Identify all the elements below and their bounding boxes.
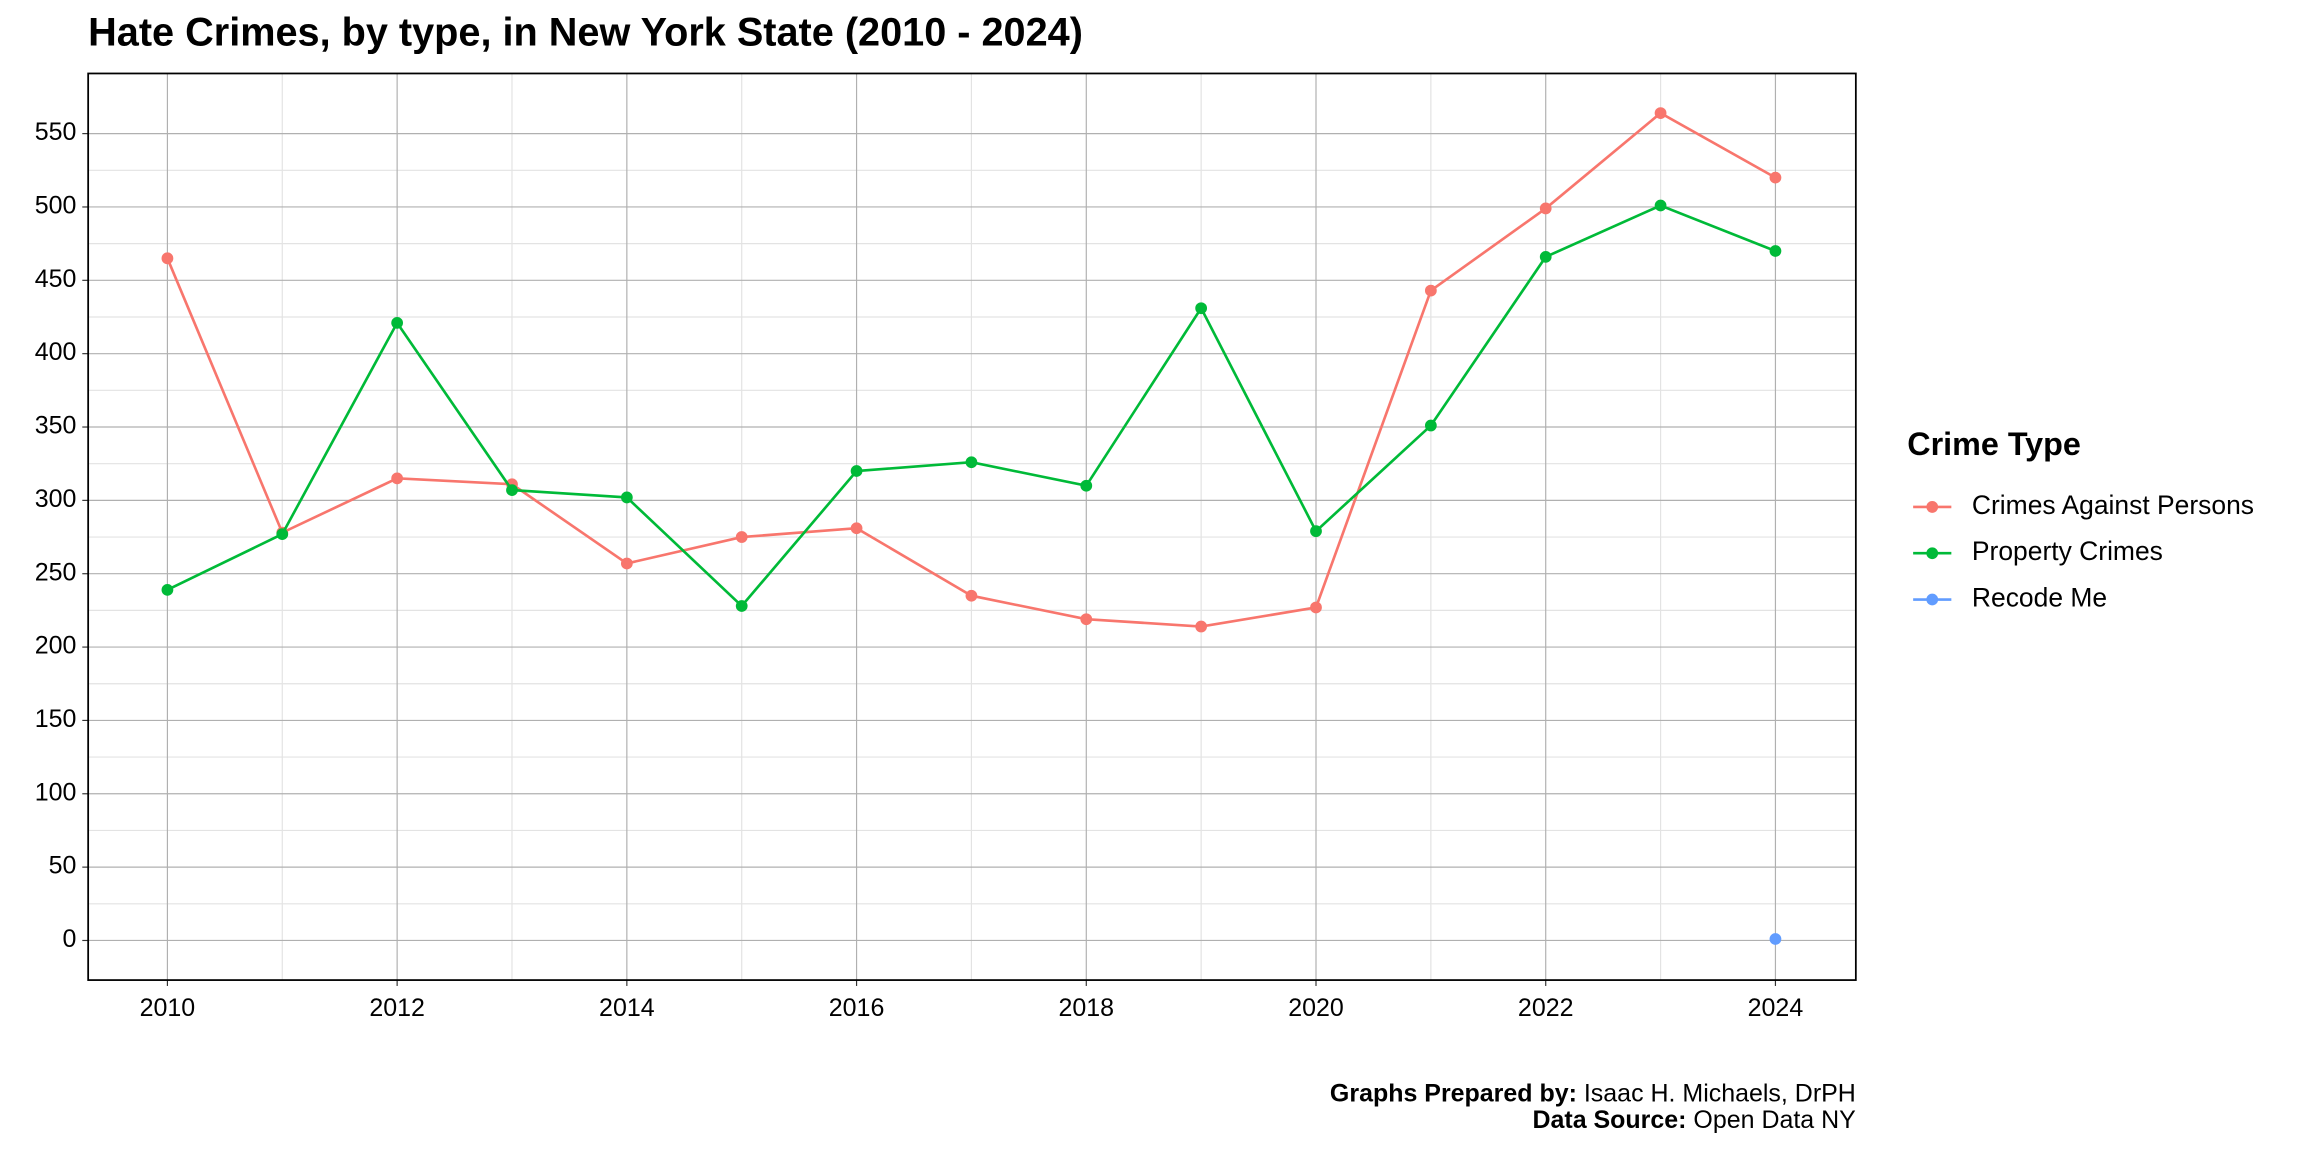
plot-border	[87, 72, 1857, 981]
y-tick-label: 450	[35, 265, 77, 293]
legend-key-point	[1926, 547, 1939, 560]
data-point	[1195, 302, 1208, 315]
data-point	[1539, 250, 1552, 263]
y-tick-label: 550	[35, 118, 77, 146]
y-tick-label: 50	[49, 852, 77, 880]
y-tick-label: 350	[35, 412, 77, 440]
data-point	[735, 531, 748, 543]
data-point	[1769, 245, 1782, 257]
y-tick-label: 250	[35, 558, 77, 586]
data-point	[1310, 601, 1322, 614]
data-point	[1769, 171, 1782, 184]
data-point	[1654, 107, 1667, 119]
x-tick-label: 2012	[369, 994, 425, 1022]
data-point	[1080, 479, 1093, 492]
x-tick-label: 2010	[140, 994, 196, 1022]
data-point	[620, 557, 633, 570]
legend-label: Recode Me	[1972, 582, 2107, 612]
y-tick-label: 0	[63, 925, 77, 953]
legend-label: Property Crimes	[1972, 536, 2163, 566]
legend-key-point	[1926, 501, 1939, 513]
legend-key-point	[1926, 593, 1939, 606]
x-tick-label: 2024	[1748, 994, 1804, 1022]
caption: Graphs Prepared by: Isaac H. Michaels, D…	[1330, 1079, 1856, 1107]
x-tick-label: 2020	[1288, 994, 1344, 1022]
data-point	[161, 252, 174, 265]
data-point	[735, 600, 748, 612]
data-point	[965, 589, 978, 602]
caption-label: Data Source:	[1532, 1106, 1686, 1134]
data-point	[1195, 620, 1208, 633]
x-tick-label: 2018	[1059, 994, 1115, 1022]
chart-title: Hate Crimes, by type, in New York State …	[88, 11, 1083, 55]
caption-text: Isaac H. Michaels, DrPH	[1584, 1079, 1856, 1107]
x-tick-label: 2014	[599, 994, 655, 1022]
x-tick-label: 2022	[1518, 994, 1574, 1022]
y-tick-label: 400	[35, 338, 77, 366]
y-tick-label: 150	[35, 705, 77, 733]
caption-text: Open Data NY	[1693, 1106, 1856, 1134]
data-point	[276, 528, 289, 540]
legend-title: Crime Type	[1907, 426, 2081, 462]
data-point	[1080, 613, 1093, 626]
y-tick-label: 300	[35, 485, 77, 513]
data-point	[1424, 419, 1437, 432]
data-point	[1539, 202, 1552, 215]
data-point	[850, 465, 863, 477]
y-tick-label: 200	[35, 632, 77, 660]
legend-label: Crimes Against Persons	[1972, 490, 2254, 520]
data-point	[506, 484, 518, 496]
data-point	[965, 456, 978, 469]
data-point	[1424, 284, 1437, 297]
caption-label: Graphs Prepared by:	[1330, 1079, 1577, 1107]
data-point	[1654, 199, 1667, 212]
data-point	[391, 316, 404, 329]
y-tick-label: 500	[35, 192, 77, 220]
data-point	[850, 522, 863, 535]
data-point	[391, 472, 404, 485]
data-point	[161, 583, 174, 596]
x-tick-label: 2016	[829, 994, 885, 1022]
caption: Data Source: Open Data NY	[1532, 1106, 1856, 1134]
data-point	[1310, 525, 1322, 538]
data-point	[1769, 933, 1782, 945]
data-point	[620, 491, 633, 504]
y-tick-label: 100	[35, 778, 77, 806]
